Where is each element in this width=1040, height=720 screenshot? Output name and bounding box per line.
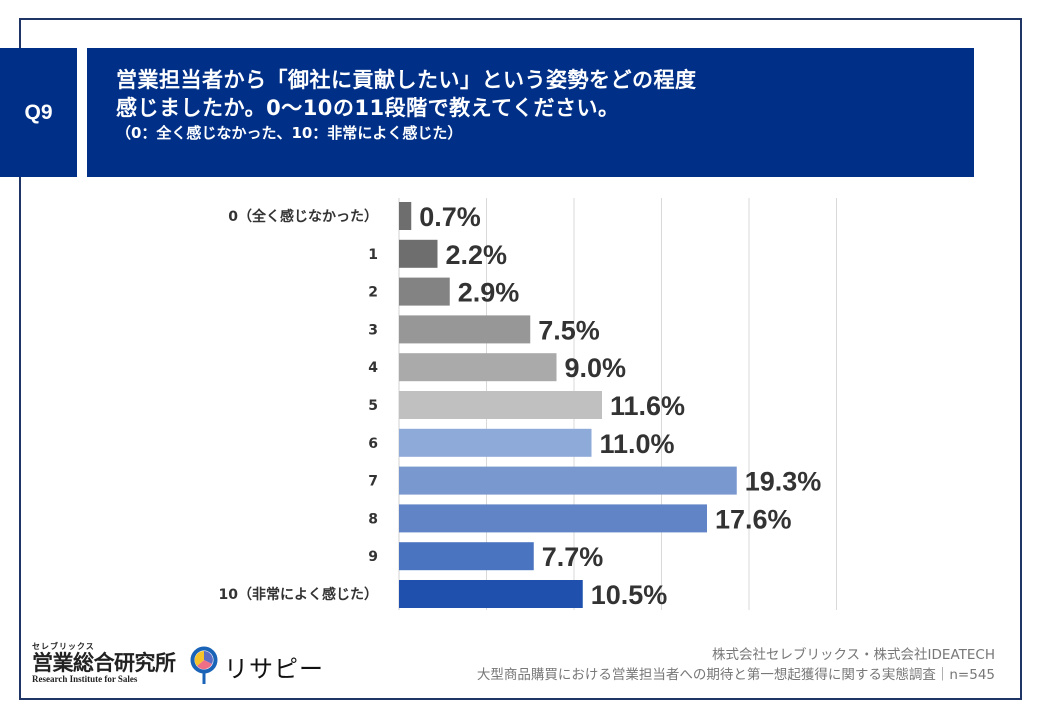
value-label: 7.7% <box>542 542 604 572</box>
logo-risapi: リサピー <box>190 646 324 686</box>
category-label: 0（全く感じなかった） <box>228 208 378 225</box>
logo-sales-institute: セレブリックス 営業総合研究所 Research Institute for S… <box>32 641 176 684</box>
value-label: 9.0% <box>565 353 627 383</box>
value-label: 11.6% <box>610 391 685 421</box>
category-label: 9 <box>368 549 378 565</box>
value-label: 19.3% <box>745 467 822 497</box>
bar <box>399 202 412 230</box>
bar <box>399 239 438 268</box>
category-label: 1 <box>368 247 378 263</box>
question-title-line1: 営業担当者から「御社に貢献したい」という姿勢をどの程度 <box>116 68 697 92</box>
bar <box>399 353 557 382</box>
category-labels: 0（全く感じなかった） 1 2 3 4 5 6 7 8 9 10（非常によく感じた） <box>219 208 379 603</box>
category-label: 4 <box>368 360 378 376</box>
question-badge: Q9 <box>0 48 77 177</box>
value-label: 0.7% <box>419 202 481 232</box>
bar <box>399 428 592 457</box>
question-title-line2: 感じましたか。0〜10の11段階で教えてください。 <box>116 96 620 120</box>
question-number: Q9 <box>24 100 53 124</box>
bar-chart: 0（全く感じなかった） 1 2 3 4 5 6 7 8 9 10（非常によく感じた） 0.7% 2.2… <box>219 198 837 610</box>
value-label: 2.2% <box>446 240 508 270</box>
question-header: 営業担当者から「御社に貢献したい」という姿勢をどの程度 感じましたか。0〜10の… <box>87 48 974 177</box>
gridlines <box>398 198 837 610</box>
value-label: 11.0% <box>600 429 675 459</box>
category-label: 2 <box>368 285 378 301</box>
category-label: 6 <box>368 436 378 452</box>
value-label: 2.9% <box>458 278 520 308</box>
value-labels: 0.7% 2.2% 2.9% 7.5% 9.0% 11.6% 11.0% 19.3% 17.6%… <box>419 202 821 610</box>
bars <box>399 202 737 608</box>
outer-frame <box>19 18 1022 700</box>
bar <box>399 504 707 533</box>
logo-kana: セレブリックス <box>32 641 95 651</box>
brand-risapi: リサピー <box>224 654 324 683</box>
category-label: 10（非常によく感じた） <box>219 586 378 603</box>
credit-companies: 株式会社セレブリックス・株式会社IDEATECH <box>711 647 995 663</box>
logo-subtitle: Research Institute for Sales <box>32 674 138 684</box>
value-label: 7.5% <box>538 315 600 345</box>
value-label: 17.6% <box>715 504 792 534</box>
credit-survey-title: 大型商品購買における営業担当者への期待と第一想起獲得に関する実態調査｜n=545 <box>476 667 995 683</box>
bar <box>399 277 450 306</box>
bar <box>399 391 602 419</box>
bar <box>399 542 534 571</box>
category-label: 7 <box>368 474 378 490</box>
category-label: 8 <box>368 511 378 527</box>
category-label: 3 <box>368 322 378 338</box>
value-label: 10.5% <box>591 580 668 610</box>
logo-main-text: 営業総合研究所 <box>32 650 176 675</box>
bar <box>399 580 583 608</box>
bar <box>399 466 737 495</box>
pin-pie-icon <box>190 646 218 684</box>
survey-credit: 株式会社セレブリックス・株式会社IDEATECH 大型商品購買における営業担当者… <box>477 645 995 685</box>
question-scale-note: （0：全く感じなかった、10：非常によく感じた） <box>116 124 463 142</box>
bar <box>399 315 531 344</box>
category-label: 5 <box>368 398 378 414</box>
